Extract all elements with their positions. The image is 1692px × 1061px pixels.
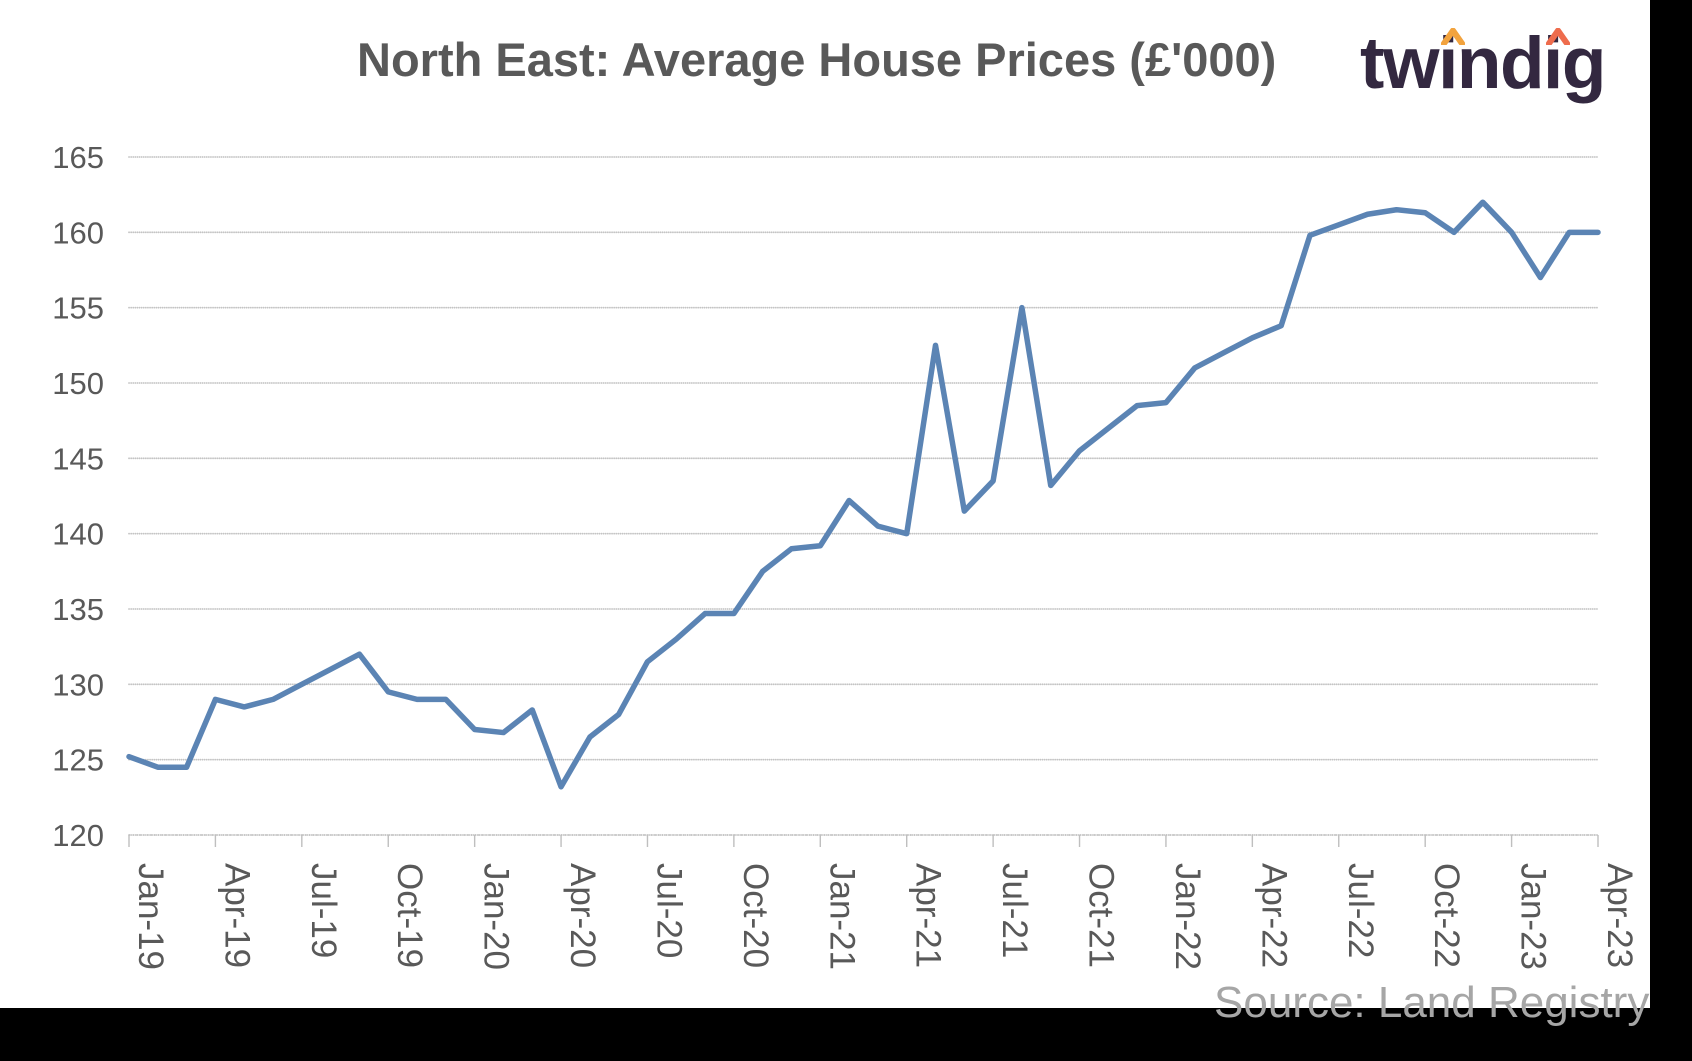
- svg-text:130: 130: [52, 667, 104, 702]
- svg-text:Apr-22: Apr-22: [1254, 863, 1293, 968]
- svg-text:140: 140: [52, 517, 104, 552]
- svg-text:145: 145: [52, 441, 104, 476]
- svg-text:165: 165: [52, 140, 104, 175]
- svg-text:155: 155: [52, 291, 104, 326]
- svg-text:120: 120: [52, 818, 104, 853]
- svg-text:Apr-21: Apr-21: [909, 863, 948, 968]
- svg-text:125: 125: [52, 743, 104, 778]
- svg-text:Jul-19: Jul-19: [304, 863, 343, 958]
- svg-text:Jul-21: Jul-21: [995, 863, 1034, 958]
- svg-text:Jan-22: Jan-22: [1168, 863, 1207, 970]
- svg-text:Apr-23: Apr-23: [1600, 863, 1639, 968]
- svg-text:Jan-21: Jan-21: [822, 863, 861, 970]
- svg-text:Jan-19: Jan-19: [131, 863, 170, 970]
- svg-text:Jul-22: Jul-22: [1341, 863, 1380, 958]
- svg-text:135: 135: [52, 592, 104, 627]
- svg-text:160: 160: [52, 215, 104, 250]
- svg-text:150: 150: [52, 366, 104, 401]
- svg-text:Jan-23: Jan-23: [1514, 863, 1553, 970]
- svg-text:Oct-21: Oct-21: [1082, 863, 1121, 968]
- svg-text:Jul-20: Jul-20: [649, 863, 688, 958]
- svg-text:Oct-20: Oct-20: [736, 863, 775, 968]
- svg-text:Apr-20: Apr-20: [563, 863, 602, 968]
- svg-text:Apr-19: Apr-19: [217, 863, 256, 968]
- svg-text:Oct-22: Oct-22: [1427, 863, 1466, 968]
- svg-text:Jan-20: Jan-20: [477, 863, 516, 970]
- svg-text:Oct-19: Oct-19: [390, 863, 429, 968]
